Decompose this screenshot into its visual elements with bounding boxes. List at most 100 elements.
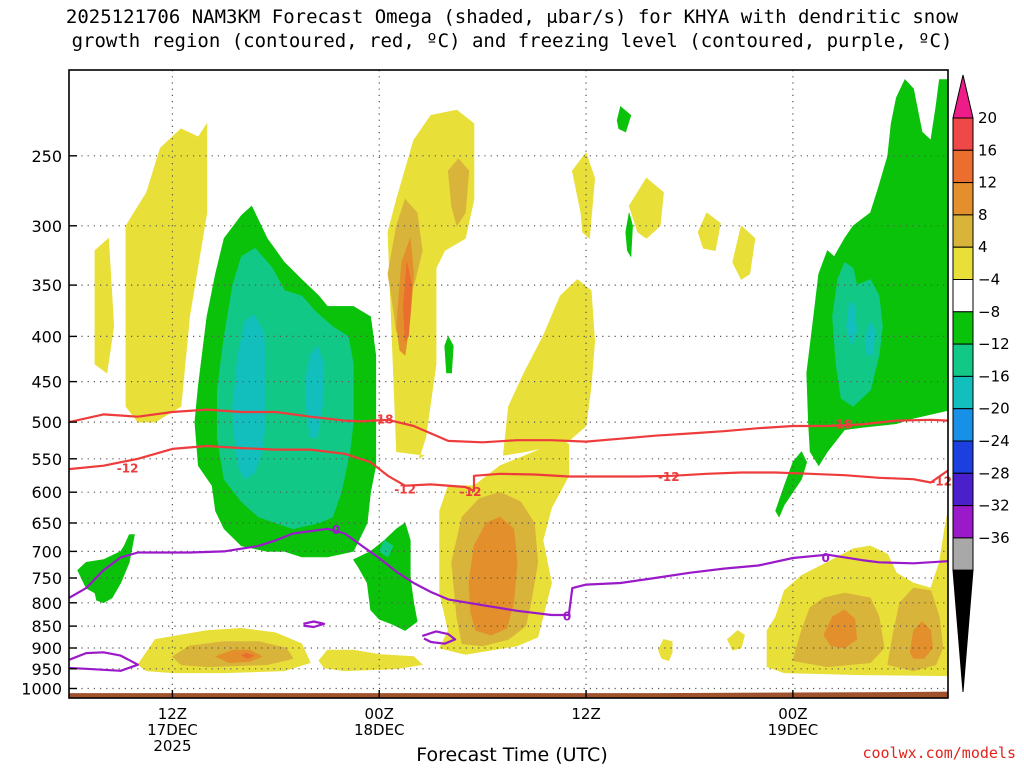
x-tick-label-36-0: 12Z (571, 705, 600, 723)
y-tick-label-850: 850 (31, 617, 62, 636)
colorbar-bin-8 (952, 343, 974, 377)
colorbar-label-3: 8 (978, 206, 988, 224)
omega-region-green (1008, 206, 1017, 238)
temperature-contours (69, 408, 948, 672)
colorbar-bin-3 (952, 182, 974, 216)
colorbar-bin-6 (952, 279, 974, 313)
omega-region-yellow (571, 152, 596, 240)
omega-region-green (444, 335, 454, 374)
x-tick-label-12-0: 12Z (158, 705, 187, 723)
colorbar-bin-5 (952, 246, 974, 280)
contour-label-6: -12 (930, 474, 952, 488)
omega-region-green (775, 451, 808, 518)
y-tick-label-250: 250 (31, 147, 62, 166)
x-tick-label-12-2: 2025 (153, 737, 191, 755)
contour-line-4 (421, 630, 457, 645)
x-tick-label-24-0: 00Z (365, 705, 394, 723)
colorbar-bin-4 (952, 214, 974, 248)
x-axis-title: Forecast Time (UTC) (416, 744, 608, 766)
omega-region-teal (864, 320, 876, 356)
colorbar-label-11: −28 (978, 464, 1010, 482)
colorbar-label-8: −16 (978, 367, 1010, 385)
omega-region-teal (304, 345, 325, 438)
omega-region-yellow (502, 279, 596, 456)
colorbar-bin-2 (952, 149, 974, 184)
contour-line-2 (69, 527, 948, 617)
contour-line-5 (303, 620, 326, 629)
colorbar-bin-11 (952, 440, 974, 474)
ground (69, 691, 948, 698)
omega-region-deep-orange (403, 262, 413, 343)
contour-line-3 (69, 651, 139, 672)
contour-label-7: 0 (332, 523, 340, 537)
y-axis: 250 300 350 400 450 500 550 600 650 700 750 800 850 9… (21, 147, 77, 699)
contour-label-1: -18 (830, 418, 852, 432)
omega-region-orange (909, 621, 933, 659)
colorbar-label-7: −12 (978, 335, 1010, 353)
colorbar-label-9: −20 (978, 400, 1010, 418)
omega-region-yellow (732, 225, 756, 280)
colorbar-label-13: −36 (978, 529, 1010, 547)
contour-labels: -18 -18 -12 -12 -12 -12 -12 0 0 0 (117, 412, 952, 623)
y-tick-label-600: 600 (31, 483, 62, 502)
omega-region-sea-green (832, 261, 883, 407)
contour-label-5: -12 (658, 470, 680, 484)
x-tick-label-48-1: 19DEC (768, 721, 819, 739)
y-tick-label-800: 800 (31, 594, 62, 613)
plot-frame (68, 69, 949, 699)
omega-region-yellow (628, 177, 664, 239)
y-tick-label-950: 950 (31, 660, 62, 679)
x-tick-label-24-1: 18DEC (354, 721, 405, 739)
y-tick-label-350: 350 (31, 276, 62, 295)
colorbar-label-12: −32 (978, 497, 1010, 515)
colorbar-label-0: 20 (978, 109, 997, 127)
y-tick-label-1000: 1000 (21, 680, 62, 699)
credit-link[interactable]: coolwx.com/models (862, 744, 1016, 762)
colorbar-label-2: 12 (978, 174, 997, 192)
y-tick-label-400: 400 (31, 327, 62, 346)
colorbar-label-4: 4 (978, 238, 988, 256)
y-tick-label-450: 450 (31, 373, 62, 392)
omega-region-yellow (727, 630, 745, 651)
colorbar-bin-12 (952, 472, 974, 507)
omega-shading (77, 78, 1024, 677)
contour-label-3: -12 (394, 482, 416, 496)
colorbar-bin-9 (952, 375, 974, 410)
contour-label-0: -18 (372, 412, 394, 426)
omega-region-gold (447, 158, 470, 227)
x-tick-label-48-0: 00Z (778, 705, 807, 723)
y-tick-label-700: 700 (31, 542, 62, 561)
omega-region-deep-orange (240, 652, 255, 659)
omega-region-red (1008, 598, 1024, 659)
omega-region-yellow (94, 237, 115, 374)
colorbar-label-5: −4 (978, 271, 1000, 289)
chart-title-line-1: 2025121706 NAM3KM Forecast Omega (shaded… (65, 6, 959, 28)
chart-title-line-2: growth region (contoured, red, ºC) and f… (71, 30, 953, 52)
y-tick-label-900: 900 (31, 639, 62, 658)
contour-label-2: -12 (117, 462, 139, 476)
colorbar-bin-1 (952, 117, 974, 151)
omega-region-magenta (1017, 437, 1024, 578)
contour-line-0 (69, 408, 948, 444)
omega-region-green (352, 522, 418, 631)
colorbar-bin-13 (952, 505, 974, 539)
colorbar-label-1: 16 (978, 141, 997, 159)
omega-region-green (616, 106, 632, 133)
colorbar-bin-0 (952, 74, 974, 119)
contour-label-9: 0 (821, 551, 829, 565)
omega-region-yellow (125, 122, 208, 423)
y-tick-label-750: 750 (31, 569, 62, 588)
colorbar: 20 16 12 8 4 −4 −8 −12 −16 −20 −24 −28 −32 −36 (952, 74, 1010, 693)
contour-line-1 (69, 444, 948, 492)
omega-region-red (1008, 406, 1024, 583)
gridlines (69, 70, 948, 698)
y-tick-label-550: 550 (31, 450, 62, 469)
contour-label-4: -12 (460, 485, 482, 499)
y-tick-label-650: 650 (31, 514, 62, 533)
omega-region-yellow (658, 639, 673, 661)
omega-region-magenta (1017, 398, 1024, 656)
omega-region-sea-green (378, 539, 394, 558)
omega-region-green (625, 212, 633, 258)
